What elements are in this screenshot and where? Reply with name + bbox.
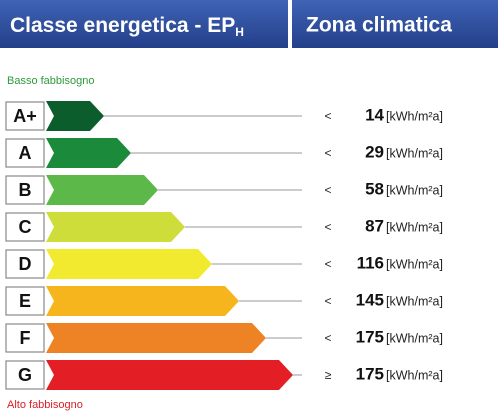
class-box (5, 360, 45, 390)
class-arrow (46, 101, 104, 131)
operator: < (324, 146, 331, 160)
class-arrow (46, 212, 185, 242)
threshold-value: 175 (356, 364, 384, 383)
unit: [kWh/m²a] (386, 368, 443, 382)
class-arrow (46, 360, 293, 390)
header-bar-right (292, 0, 498, 48)
class-label: A+ (13, 106, 37, 126)
header-title-sub: H (235, 25, 244, 39)
class-label: D (19, 254, 32, 274)
unit: [kWh/m²a] (386, 183, 443, 197)
header-title: Classe energetica - EPH (10, 14, 244, 40)
operator: < (324, 331, 331, 345)
bottom-label: Alto fabbisogno (7, 399, 83, 411)
class-box (5, 138, 45, 168)
threshold-value: 87 (365, 216, 384, 235)
class-label: F (20, 328, 31, 348)
threshold-value: 29 (365, 142, 384, 161)
class-arrow (46, 175, 158, 205)
class-box (5, 212, 45, 242)
unit: [kWh/m²a] (386, 146, 443, 160)
class-box (5, 286, 45, 316)
operator: ≥ (325, 368, 332, 382)
unit: [kWh/m²a] (386, 109, 443, 123)
class-label: A (19, 143, 32, 163)
top-label: Basso fabbisogno (7, 75, 94, 87)
class-box (5, 249, 45, 279)
unit: [kWh/m²a] (386, 220, 443, 234)
class-arrow (46, 249, 212, 279)
operator: < (324, 220, 331, 234)
header-bar-left (0, 0, 288, 48)
class-box (5, 323, 45, 353)
unit: [kWh/m²a] (386, 294, 443, 308)
header-zone: Zona climatica (306, 14, 452, 37)
class-label: C (19, 217, 32, 237)
class-arrow (46, 323, 266, 353)
class-arrow (46, 286, 239, 316)
threshold-value: 14 (365, 105, 384, 124)
class-arrow (46, 138, 131, 168)
threshold-value: 145 (356, 290, 384, 309)
operator: < (324, 109, 331, 123)
class-label: B (19, 180, 32, 200)
operator: < (324, 294, 331, 308)
class-label: G (18, 365, 32, 385)
class-box (5, 101, 45, 131)
threshold-value: 116 (357, 253, 384, 272)
class-box (5, 175, 45, 205)
threshold-value: 175 (356, 327, 384, 346)
header-title-main: Classe energetica - EP (10, 14, 235, 37)
class-label: E (19, 291, 31, 311)
unit: [kWh/m²a] (386, 257, 443, 271)
operator: < (324, 183, 331, 197)
unit: [kWh/m²a] (386, 331, 443, 345)
operator: < (324, 257, 331, 271)
threshold-value: 58 (365, 179, 384, 198)
